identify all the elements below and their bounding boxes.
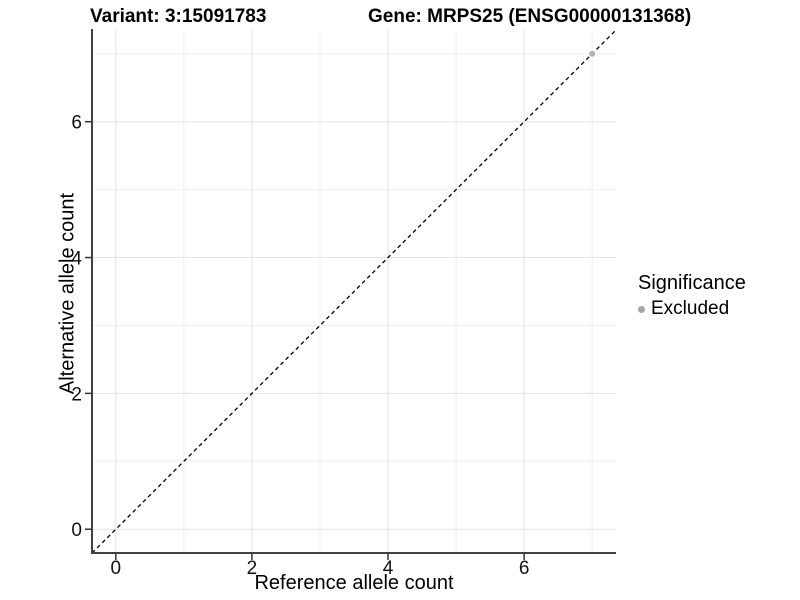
legend-item-excluded: Excluded <box>636 298 796 320</box>
x-tick-label: 2 <box>247 558 258 579</box>
legend: Significance Excluded <box>636 272 796 320</box>
y-tick-label: 6 <box>71 113 82 134</box>
legend-key-dot-icon <box>638 305 645 313</box>
x-tick-label: 6 <box>519 558 530 579</box>
x-axis-title: Reference allele count <box>254 572 454 594</box>
y-axis-title: Alternative allele count <box>56 192 79 395</box>
legend-item-label: Excluded <box>651 298 730 319</box>
y-tick-label: 2 <box>71 384 82 405</box>
legend-title: Significance <box>638 272 746 294</box>
y-tick-label: 4 <box>71 249 82 270</box>
x-tick-label: 0 <box>111 558 122 579</box>
data-point <box>589 50 596 57</box>
plot-title-variant: Variant: 3:15091783 <box>90 6 267 27</box>
plot-title-gene: Gene: MRPS25 (ENSG00000131368) <box>368 6 692 27</box>
identity-reference-line <box>91 29 617 554</box>
y-tick-label: 0 <box>71 520 82 541</box>
x-tick-label: 4 <box>383 558 394 579</box>
